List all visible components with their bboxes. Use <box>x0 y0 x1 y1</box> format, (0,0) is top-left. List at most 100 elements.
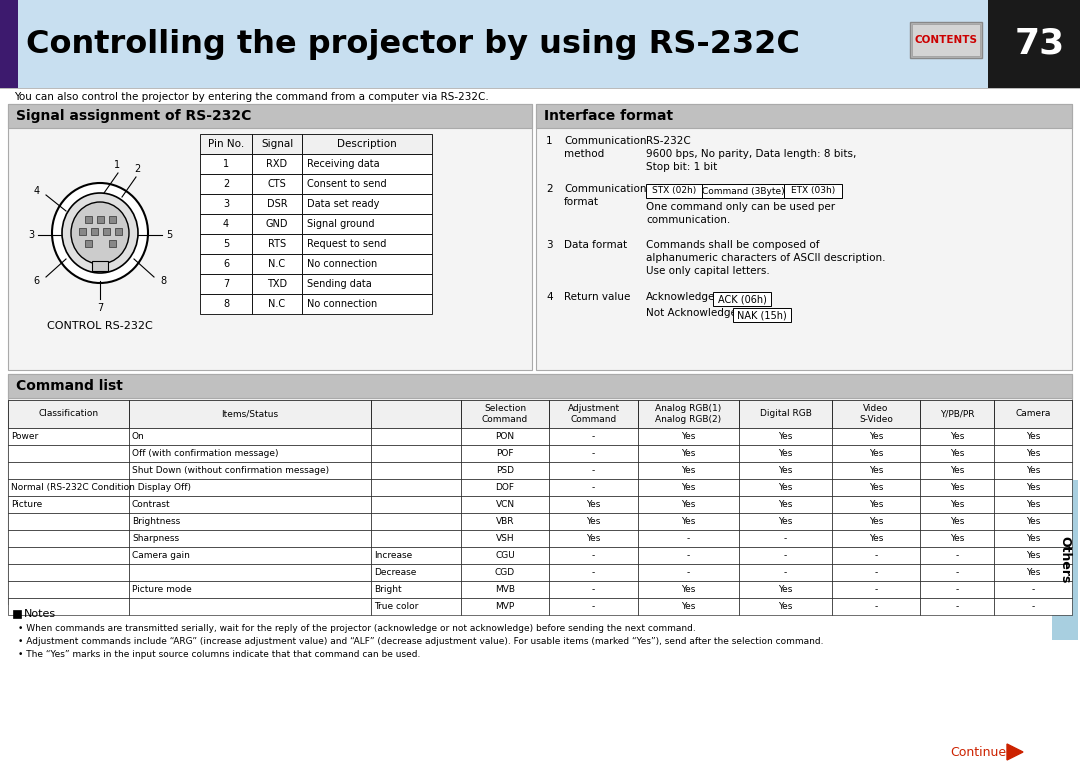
Text: 1: 1 <box>222 159 229 169</box>
Bar <box>832 598 920 615</box>
Bar <box>536 104 1072 128</box>
Text: Yes: Yes <box>949 517 964 526</box>
Text: -: - <box>875 585 878 594</box>
Bar <box>200 194 252 214</box>
Bar <box>8 462 129 479</box>
Text: DSR: DSR <box>267 199 287 209</box>
Bar <box>739 564 832 581</box>
Polygon shape <box>1007 744 1023 760</box>
Bar <box>200 254 252 274</box>
Text: -: - <box>875 551 878 560</box>
Text: RTS: RTS <box>268 239 286 249</box>
Text: Yes: Yes <box>1026 432 1040 441</box>
Text: VSH: VSH <box>496 534 514 543</box>
Bar <box>920 513 994 530</box>
Text: -: - <box>784 551 787 560</box>
Text: 6: 6 <box>33 276 40 286</box>
Text: Y/PB/PR: Y/PB/PR <box>940 410 974 419</box>
Bar <box>302 174 432 194</box>
Bar <box>994 496 1072 513</box>
Text: CONTROL RS-232C: CONTROL RS-232C <box>48 321 153 331</box>
Ellipse shape <box>62 193 138 273</box>
Bar <box>638 479 739 496</box>
Text: 7: 7 <box>97 303 103 313</box>
Text: Decrease: Decrease <box>374 568 417 577</box>
Bar <box>461 400 549 428</box>
Bar <box>0 0 18 88</box>
Bar <box>920 564 994 581</box>
Text: Yes: Yes <box>1026 500 1040 509</box>
Text: Yes: Yes <box>586 517 600 526</box>
Bar <box>549 445 638 462</box>
Text: CGU: CGU <box>495 551 515 560</box>
Text: One command only can be used per: One command only can be used per <box>646 202 835 212</box>
Text: Analog RGB(1): Analog RGB(1) <box>656 404 721 413</box>
Text: Yes: Yes <box>868 449 883 458</box>
Bar <box>129 564 372 581</box>
Text: alphanumeric characters of ASCII description.: alphanumeric characters of ASCII descrip… <box>646 253 886 263</box>
Text: You can also control the projector by entering the command from a computer via R: You can also control the projector by en… <box>14 92 489 102</box>
Text: 6: 6 <box>222 259 229 269</box>
Text: Camera gain: Camera gain <box>132 551 190 560</box>
Bar <box>252 274 302 294</box>
Bar <box>84 215 92 222</box>
Text: 5: 5 <box>222 239 229 249</box>
Text: Picture mode: Picture mode <box>132 585 192 594</box>
Bar <box>8 374 1072 604</box>
Bar <box>994 598 1072 615</box>
Bar <box>739 530 832 547</box>
Text: ACK (06h): ACK (06h) <box>717 294 767 304</box>
Bar <box>832 547 920 564</box>
Text: Yes: Yes <box>681 466 696 475</box>
Text: -: - <box>956 568 959 577</box>
Bar <box>832 581 920 598</box>
Bar <box>910 22 982 58</box>
Ellipse shape <box>52 183 148 283</box>
Text: Brightness: Brightness <box>132 517 180 526</box>
Text: Video: Video <box>863 404 889 413</box>
Bar <box>739 462 832 479</box>
Text: Sending data: Sending data <box>307 279 372 289</box>
Text: POF: POF <box>496 449 514 458</box>
Text: 3: 3 <box>28 230 33 240</box>
Text: Yes: Yes <box>949 432 964 441</box>
Text: 4: 4 <box>546 292 553 302</box>
Text: 3: 3 <box>546 240 553 250</box>
Bar <box>92 261 108 271</box>
Text: Yes: Yes <box>681 500 696 509</box>
Text: Use only capital letters.: Use only capital letters. <box>646 266 770 276</box>
Bar <box>638 598 739 615</box>
Bar <box>638 530 739 547</box>
Bar <box>372 400 461 428</box>
Bar <box>912 24 980 56</box>
Bar <box>920 428 994 445</box>
Bar <box>372 547 461 564</box>
Bar <box>302 274 432 294</box>
Text: Bright: Bright <box>374 585 402 594</box>
Bar <box>832 513 920 530</box>
Bar <box>302 294 432 314</box>
Text: Consent to send: Consent to send <box>307 179 387 189</box>
Bar <box>461 598 549 615</box>
Bar <box>549 479 638 496</box>
Text: STX (02h): STX (02h) <box>652 186 697 196</box>
Bar <box>252 214 302 234</box>
Text: Yes: Yes <box>681 449 696 458</box>
Text: Yes: Yes <box>1026 568 1040 577</box>
Text: 4: 4 <box>222 219 229 229</box>
Bar <box>549 564 638 581</box>
Bar <box>646 184 702 198</box>
Bar <box>994 530 1072 547</box>
Bar <box>252 134 302 154</box>
Text: Controlling the projector by using RS-232C: Controlling the projector by using RS-23… <box>26 28 800 60</box>
Bar <box>252 154 302 174</box>
Bar <box>129 598 372 615</box>
Bar <box>108 215 116 222</box>
Text: RS-232C: RS-232C <box>646 136 691 146</box>
Text: Items/Status: Items/Status <box>221 410 279 419</box>
Bar <box>96 215 104 222</box>
Bar <box>638 400 739 428</box>
Text: communication.: communication. <box>646 215 730 225</box>
Text: Yes: Yes <box>681 585 696 594</box>
Text: • When commands are transmitted serially, wait for the reply of the projector (a: • When commands are transmitted serially… <box>18 624 696 633</box>
